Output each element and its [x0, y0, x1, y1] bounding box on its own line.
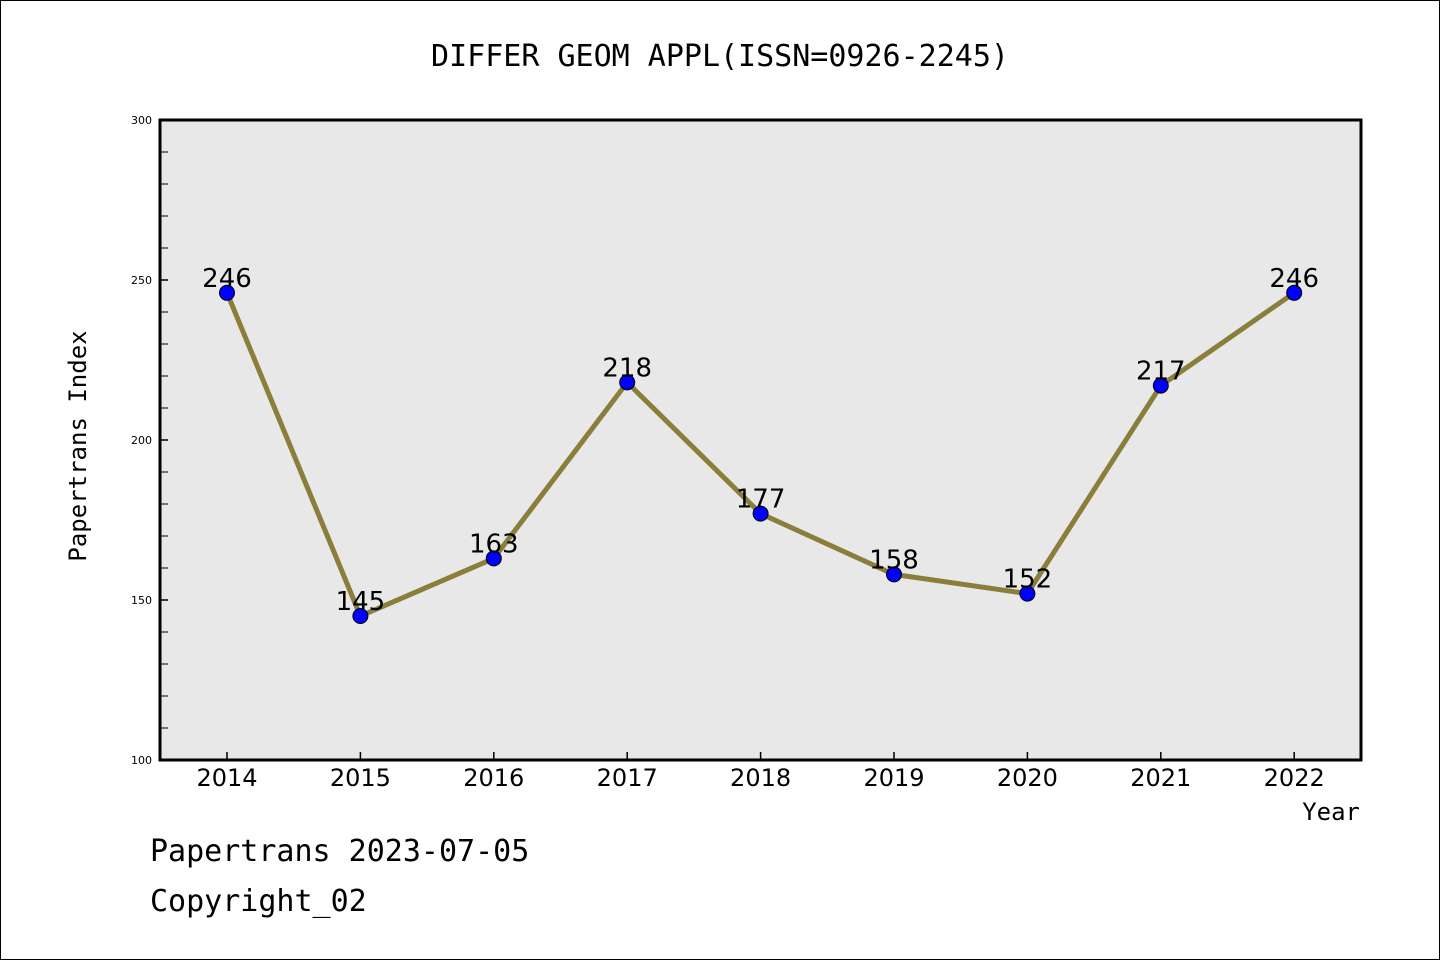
data-point [1152, 377, 1169, 394]
y-axis: 100 150 200 250 300 [131, 114, 168, 767]
data-point [619, 374, 636, 391]
data-label: 163 [469, 529, 519, 559]
plot-area [158, 118, 1363, 762]
footer-date: Papertrans 2023-07-05 [150, 834, 530, 869]
x-tick-label: 2019 [863, 764, 924, 792]
y-tick-label: 150 [131, 594, 152, 607]
x-tick-label: 2020 [997, 764, 1058, 792]
x-tick-label: 2018 [730, 764, 791, 792]
data-label: 246 [1269, 264, 1319, 294]
data-label: 246 [202, 264, 252, 294]
x-tick-label: 2016 [463, 764, 524, 792]
y-minor-ticks [160, 151, 168, 729]
y-tick-label: 300 [131, 114, 152, 127]
data-point [752, 505, 769, 522]
data-label: 152 [1003, 565, 1053, 595]
x-tick-label: 2017 [597, 764, 658, 792]
y-tick-label: 100 [131, 754, 152, 767]
x-axis-label: Year [1302, 798, 1360, 826]
data-point [352, 608, 369, 624]
x-tick-label: 2022 [1264, 764, 1325, 792]
data-label: 177 [736, 485, 786, 515]
footer-copyright: Copyright_02 [150, 884, 367, 919]
data-label: 217 [1136, 357, 1186, 387]
data-label: 218 [602, 353, 652, 383]
y-axis-label: Papertrans Index [64, 330, 92, 561]
x-tick-label: 2021 [1130, 764, 1191, 792]
data-point [1286, 284, 1303, 301]
x-tick-label: 2015 [330, 764, 391, 792]
chart-title: DIFFER GEOM APPL(ISSN=0926-2245) [431, 39, 1009, 74]
series-group: 246 145 163 218 177 158 152 217 246 [202, 264, 1319, 624]
data-point [886, 566, 902, 583]
x-tick-label: 2014 [196, 764, 257, 792]
data-point [485, 550, 502, 567]
x-axis: 2014 2015 2016 2017 2018 2019 2020 2021 2022 [196, 752, 1325, 792]
y-tick-label: 200 [131, 434, 152, 447]
data-point [219, 284, 235, 301]
data-point [1019, 585, 1036, 602]
data-label: 145 [336, 587, 386, 617]
data-label: 158 [869, 545, 919, 575]
y-tick-label: 250 [131, 274, 152, 287]
